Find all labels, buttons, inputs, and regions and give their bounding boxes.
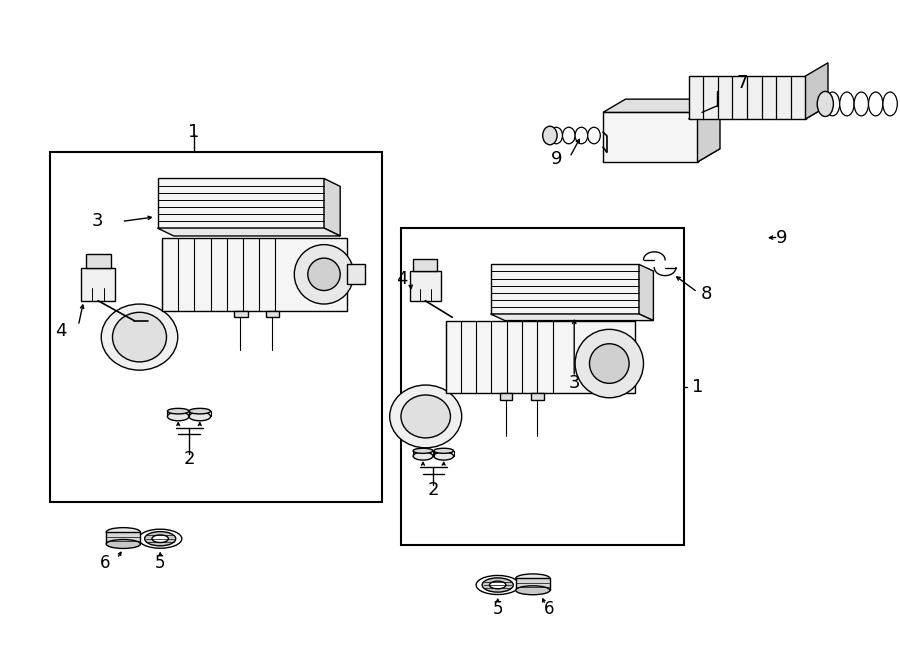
Polygon shape	[491, 314, 653, 321]
Text: 4: 4	[397, 270, 408, 288]
Text: 3: 3	[569, 374, 580, 393]
Polygon shape	[446, 321, 634, 393]
Ellipse shape	[817, 91, 833, 116]
Text: 5: 5	[155, 554, 166, 572]
Ellipse shape	[189, 408, 211, 414]
Text: 9: 9	[776, 229, 787, 247]
Ellipse shape	[434, 452, 454, 460]
Polygon shape	[688, 106, 828, 119]
Text: 3: 3	[92, 212, 103, 231]
Circle shape	[575, 329, 644, 398]
Text: 4: 4	[56, 321, 67, 340]
Polygon shape	[603, 112, 698, 162]
Ellipse shape	[106, 527, 140, 537]
Text: 6: 6	[100, 554, 111, 572]
Polygon shape	[531, 393, 544, 400]
Ellipse shape	[825, 92, 840, 116]
Polygon shape	[639, 264, 653, 321]
Ellipse shape	[167, 408, 189, 414]
Polygon shape	[158, 178, 324, 228]
Ellipse shape	[106, 539, 140, 549]
Ellipse shape	[189, 412, 211, 421]
Polygon shape	[346, 264, 364, 284]
Polygon shape	[688, 76, 806, 119]
Polygon shape	[86, 254, 111, 268]
Ellipse shape	[102, 304, 178, 370]
Polygon shape	[806, 63, 828, 119]
Polygon shape	[491, 264, 639, 314]
Text: 2: 2	[428, 481, 438, 500]
Ellipse shape	[516, 574, 550, 583]
Polygon shape	[410, 271, 441, 301]
Polygon shape	[516, 578, 550, 590]
Ellipse shape	[139, 529, 182, 548]
Ellipse shape	[401, 395, 451, 438]
Ellipse shape	[490, 581, 506, 589]
Polygon shape	[266, 311, 279, 317]
Polygon shape	[603, 99, 720, 112]
Polygon shape	[413, 259, 437, 271]
Bar	[50, 152, 382, 502]
Circle shape	[590, 344, 629, 383]
Ellipse shape	[575, 127, 588, 144]
Ellipse shape	[868, 92, 883, 116]
Text: 1: 1	[188, 123, 199, 141]
Text: 5: 5	[492, 600, 503, 619]
Ellipse shape	[840, 92, 854, 116]
Ellipse shape	[145, 531, 176, 546]
Circle shape	[308, 258, 340, 291]
Ellipse shape	[562, 127, 575, 144]
Ellipse shape	[854, 92, 868, 116]
Ellipse shape	[482, 578, 513, 592]
Ellipse shape	[167, 412, 189, 421]
Ellipse shape	[550, 127, 562, 144]
Polygon shape	[698, 99, 720, 162]
Text: 8: 8	[701, 285, 712, 303]
Ellipse shape	[588, 127, 600, 144]
Circle shape	[294, 245, 354, 304]
Ellipse shape	[476, 576, 519, 594]
Ellipse shape	[434, 448, 454, 453]
Ellipse shape	[390, 385, 462, 448]
Ellipse shape	[543, 126, 557, 145]
Ellipse shape	[883, 92, 897, 116]
Polygon shape	[158, 228, 340, 236]
Ellipse shape	[112, 312, 166, 362]
Bar	[400, 228, 684, 545]
Polygon shape	[603, 149, 720, 162]
Ellipse shape	[152, 535, 168, 543]
Ellipse shape	[516, 586, 550, 595]
Text: 6: 6	[544, 600, 554, 619]
Polygon shape	[500, 393, 512, 400]
Polygon shape	[234, 311, 248, 317]
Polygon shape	[162, 238, 346, 311]
Polygon shape	[106, 532, 140, 544]
Text: 9: 9	[551, 149, 562, 168]
Polygon shape	[81, 268, 115, 301]
Polygon shape	[324, 178, 340, 236]
Ellipse shape	[413, 452, 433, 460]
Text: 7: 7	[737, 73, 748, 92]
Text: 1: 1	[692, 377, 703, 396]
Ellipse shape	[413, 448, 433, 453]
Text: 2: 2	[184, 450, 194, 469]
